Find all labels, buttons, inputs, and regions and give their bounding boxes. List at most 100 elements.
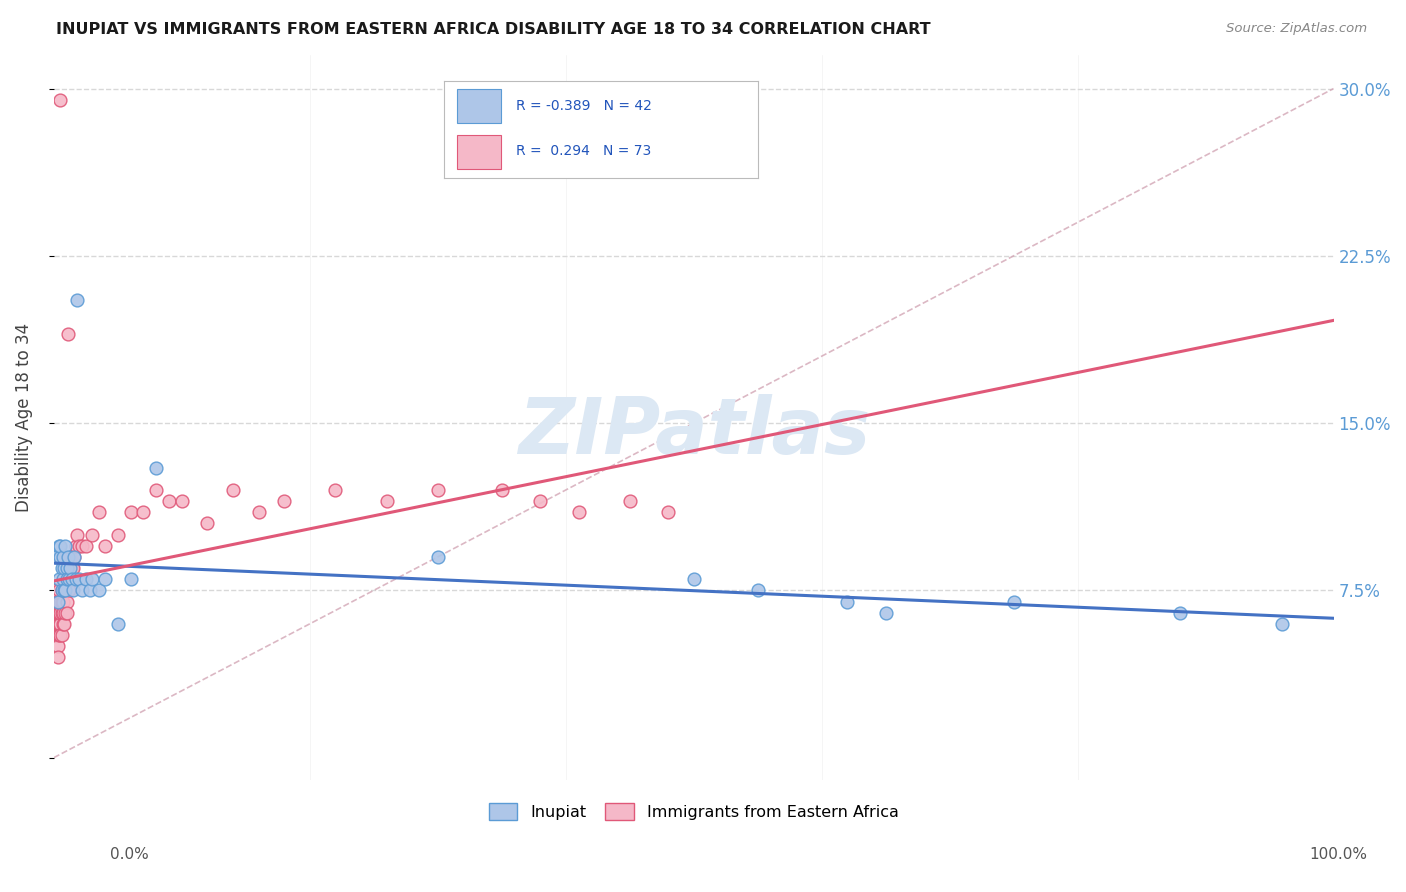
Point <box>48 606 70 620</box>
Point <box>45 583 67 598</box>
Point <box>46 616 69 631</box>
Point <box>45 594 67 608</box>
Point <box>63 549 86 564</box>
Point <box>45 616 67 631</box>
Point <box>58 572 80 586</box>
Point <box>747 583 769 598</box>
Point <box>1168 606 1191 620</box>
Point <box>94 539 117 553</box>
Point <box>55 561 77 575</box>
Point <box>44 606 66 620</box>
Point <box>273 494 295 508</box>
Point <box>65 539 87 553</box>
Point <box>46 606 69 620</box>
Point <box>107 527 129 541</box>
Point <box>375 494 398 508</box>
Point <box>56 549 79 564</box>
Point <box>44 628 66 642</box>
Text: 0.0%: 0.0% <box>110 847 149 862</box>
Point <box>49 616 72 631</box>
Point <box>49 549 72 564</box>
Point <box>49 594 72 608</box>
Point <box>55 606 77 620</box>
Point <box>58 583 80 598</box>
Text: INUPIAT VS IMMIGRANTS FROM EASTERN AFRICA DISABILITY AGE 18 TO 34 CORRELATION CH: INUPIAT VS IMMIGRANTS FROM EASTERN AFRIC… <box>56 22 931 37</box>
Point <box>157 494 180 508</box>
Point <box>59 561 82 575</box>
Point <box>325 483 347 497</box>
Point <box>45 606 67 620</box>
Point <box>48 583 70 598</box>
Point <box>49 93 72 107</box>
Point <box>51 606 73 620</box>
Point <box>107 616 129 631</box>
Point <box>53 583 76 598</box>
Point <box>45 549 67 564</box>
Point <box>49 539 72 553</box>
Point <box>70 539 93 553</box>
Point <box>82 572 104 586</box>
Point <box>49 606 72 620</box>
Point <box>170 494 193 508</box>
Point <box>48 616 70 631</box>
Point <box>62 583 84 598</box>
Point <box>60 572 83 586</box>
Point <box>66 293 89 308</box>
Point <box>48 594 70 608</box>
Point <box>51 583 73 598</box>
Point <box>426 549 449 564</box>
Legend: Inupiat, Immigrants from Eastern Africa: Inupiat, Immigrants from Eastern Africa <box>482 797 905 826</box>
Point <box>197 516 219 531</box>
Point <box>145 460 167 475</box>
Point <box>55 594 77 608</box>
Point <box>63 549 86 564</box>
Point <box>48 628 70 642</box>
Point <box>60 561 83 575</box>
Point <box>875 606 897 620</box>
Point <box>53 583 76 598</box>
Point <box>46 594 69 608</box>
Point <box>222 483 245 497</box>
Point <box>59 549 82 564</box>
Point <box>52 572 75 586</box>
Point <box>53 583 76 598</box>
Point <box>120 505 142 519</box>
Point <box>48 539 70 553</box>
Point <box>53 561 76 575</box>
Point <box>682 572 704 586</box>
Point <box>46 594 69 608</box>
Point <box>529 494 551 508</box>
Y-axis label: Disability Age 18 to 34: Disability Age 18 to 34 <box>15 323 32 512</box>
Point <box>1271 616 1294 631</box>
Point <box>51 583 73 598</box>
Point <box>55 572 77 586</box>
Point <box>44 594 66 608</box>
Point <box>94 572 117 586</box>
Point <box>53 539 76 553</box>
Point <box>145 483 167 497</box>
Point <box>53 606 76 620</box>
Point <box>52 606 75 620</box>
Point <box>82 527 104 541</box>
Point <box>70 583 93 598</box>
Point <box>75 539 97 553</box>
Point <box>67 572 90 586</box>
Point <box>51 628 73 642</box>
Point <box>44 583 66 598</box>
Point <box>46 650 69 665</box>
Text: 100.0%: 100.0% <box>1309 847 1368 862</box>
Point <box>56 326 79 341</box>
Point <box>120 572 142 586</box>
Point <box>52 616 75 631</box>
Point <box>619 494 641 508</box>
Point <box>62 561 84 575</box>
Point <box>49 628 72 642</box>
Point <box>52 594 75 608</box>
Point <box>67 539 90 553</box>
Point <box>44 616 66 631</box>
Point <box>567 505 589 519</box>
Point <box>1002 594 1025 608</box>
Point <box>426 483 449 497</box>
Point <box>87 583 110 598</box>
Point <box>75 572 97 586</box>
